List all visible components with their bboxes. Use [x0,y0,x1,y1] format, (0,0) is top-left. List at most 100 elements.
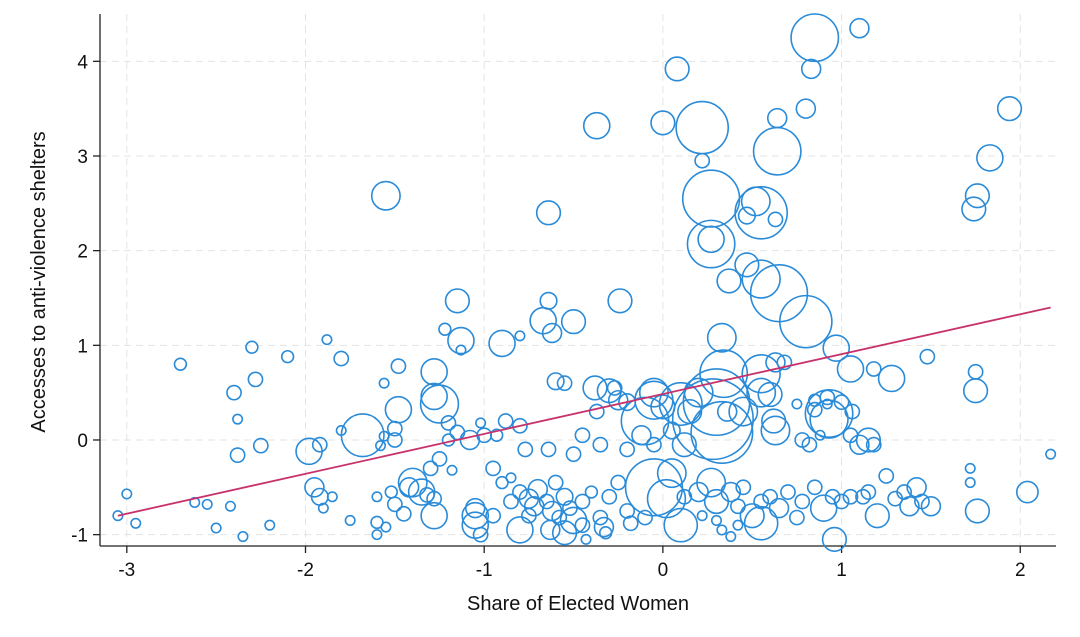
scatter-bubble [233,414,242,423]
scatter-bubble [423,461,437,475]
scatter-bubble [676,102,728,154]
x-tick-label: 1 [836,560,847,581]
scatter-bubble [566,447,580,461]
scatter-bubble [265,520,274,529]
scatter-bubble [768,212,782,226]
y-tick-label: 3 [77,147,88,168]
scatter-bubble [547,373,564,390]
scatter-bubble [850,19,869,38]
scatter-bubble [541,442,555,456]
scatter-bubble [795,494,809,508]
scatter-bubble [691,402,753,464]
scatter-bubble [581,535,590,544]
scatter-bubble [131,519,140,528]
scatter-bubble [698,226,724,252]
scatter-bubble [977,145,1003,171]
scatter-bubble [965,478,974,487]
scatter-bubble [802,59,821,78]
scatter-bubble [334,351,348,365]
scatter-bubble [506,473,515,482]
scatter-bubble [697,511,706,520]
scatter-bubble [708,324,736,352]
scatter-bubble [562,310,586,334]
scatter-bubble [227,386,241,400]
scatter-bubble [515,331,524,340]
scatter-bubble [385,397,411,423]
scatter-bubble [624,516,638,530]
scatter-bubble [768,109,787,128]
scatter-bubble [879,469,893,483]
scatter-bubble [540,293,557,310]
scatter-bubble [432,452,446,466]
axes [93,14,1056,553]
scatter-bubble [226,502,235,511]
scatter-bubble [397,507,411,521]
scatter-bubble [658,459,686,487]
scatter-bubble [1017,481,1038,502]
scatter-bubble [372,182,400,210]
scatter-bubble [379,378,388,387]
x-tick-label: -1 [476,560,493,581]
scatter-bubble [763,490,777,504]
scatter-bubble [962,197,986,221]
scatter-bubble [345,516,354,525]
scatter-bubble [640,378,668,406]
scatter-bubble [717,525,726,534]
fit-line-layer [118,307,1051,515]
scatter-bubble [998,97,1022,121]
scatter-bubble [968,365,982,379]
bubble-series [113,14,1055,551]
x-axis-title: Share of Elected Women [467,593,689,615]
scatter-bubble [590,404,604,418]
scatter-bubble [499,414,513,428]
scatter-bubble [593,438,607,452]
grid-lines [100,14,1056,546]
x-tick-label: 0 [658,560,669,581]
scatter-bubble [381,522,390,531]
scatter-bubble [507,517,533,543]
y-tick-label: 2 [77,242,88,263]
scatter-bubble [439,323,451,335]
scatter-bubble [733,520,742,529]
scatter-bubble [282,351,294,363]
scatter-bubble [450,425,464,439]
scatter-bubble [421,359,447,385]
scatter-bubble [466,499,485,518]
scatter-bubble [672,433,696,457]
scatter-bubble [585,486,597,498]
scatter-bubble [254,439,268,453]
scatter-bubble [620,442,634,456]
scatter-bubble [705,490,729,514]
scatter-bubble [823,528,847,552]
scatter-bubble [557,376,571,390]
scatter-bubble [791,14,838,61]
scatter-bubble [820,390,834,404]
x-tick-label: -2 [297,560,314,581]
y-axis-title: Accesses to anti-violence shelters [28,131,50,432]
scatter-bubble [518,442,532,456]
scatter-bubble [770,499,789,518]
scatter-bubble [246,341,258,353]
scatter-bubble [238,532,247,541]
scatter-bubble [754,128,801,175]
scatter-bubble [602,490,616,504]
scatter-bubble [328,492,337,501]
scatter-bubble [781,485,795,499]
fit-line [118,307,1051,515]
scatter-bubble [611,475,625,489]
scatter-bubble [447,466,456,475]
scatter-bubble [665,57,689,81]
scatter-bubble [790,511,804,525]
scatter-bubble [865,504,889,528]
scatter-bubble [372,492,381,501]
scatter-bubble [448,328,474,354]
y-tick-label: 4 [77,52,88,73]
scatter-bubble [489,330,515,356]
scatter-bubble [965,464,974,473]
scatter-bubble [248,372,262,386]
scatter-bubble [421,503,447,529]
scatter-bubble [1046,449,1055,458]
scatter-bubble [966,184,990,208]
scatter-bubble [683,170,740,227]
